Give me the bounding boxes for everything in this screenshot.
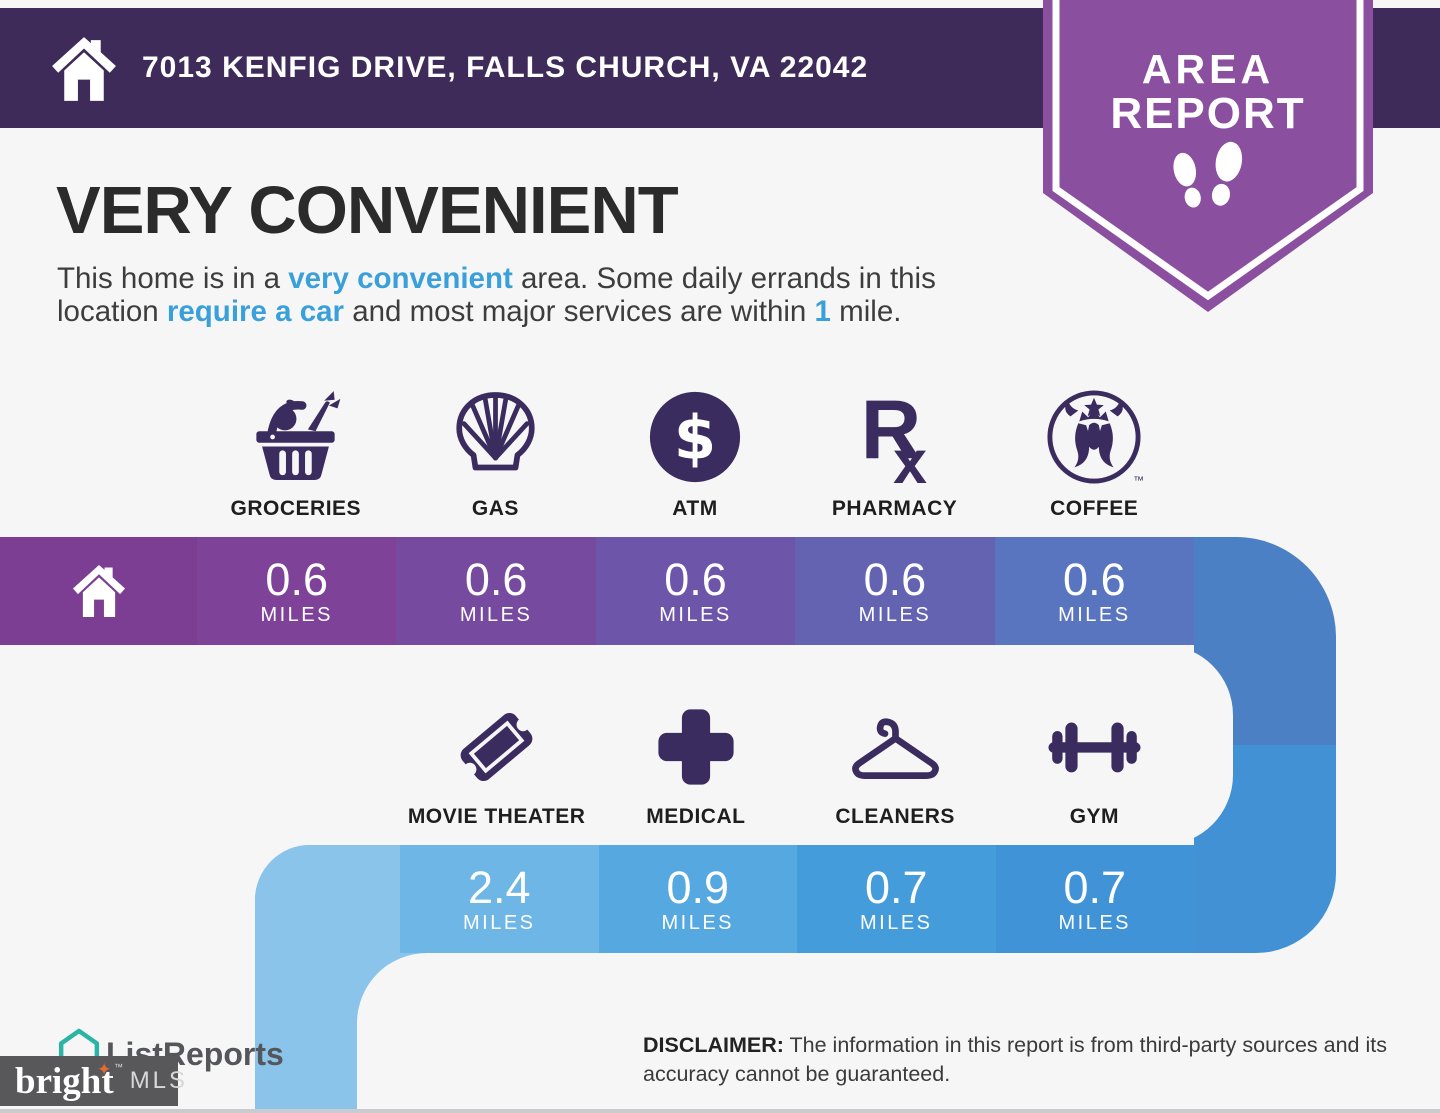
svg-text:$: $ [674, 404, 716, 474]
summary-paragraph: This home is in a very convenient area. … [57, 262, 1047, 328]
category-gym: GYM [995, 700, 1194, 829]
distance-value: 0.6 [1063, 553, 1126, 605]
distance-segment: 0.7 MILES [797, 845, 996, 953]
distance-unit: MILES [260, 603, 333, 626]
mls-label: MLS [129, 1067, 189, 1094]
disclaimer-text: DISCLAIMER: The information in this repo… [643, 1031, 1403, 1089]
badge-title-line2: REPORT [1110, 89, 1305, 138]
svg-text:x: x [893, 428, 927, 486]
page-title: VERY CONVENIENT [56, 173, 679, 248]
distance-unit: MILES [1058, 911, 1132, 934]
property-address: 7013 KENFIG DRIVE, FALLS CHURCH, VA 2204… [142, 51, 869, 84]
distance-value: 0.7 [1063, 861, 1127, 913]
hanger-icon [843, 700, 948, 794]
category-groceries: GROCERIES [196, 386, 396, 521]
category-label: GROCERIES [230, 497, 362, 520]
category-label: PHARMACY [831, 497, 958, 520]
home-icon [46, 30, 122, 108]
summary-text: location [57, 295, 167, 328]
distance-unit: MILES [659, 603, 732, 626]
gas-shell-icon [443, 386, 548, 486]
distance-bar-row-1: 0.6 MILES 0.6 MILES 0.6 MILES 0.6 MILES … [0, 537, 1195, 645]
distance-value: 0.6 [265, 553, 328, 605]
groceries-icon [243, 386, 348, 486]
distance-unit: MILES [858, 603, 932, 626]
summary-accent-car: require a car [166, 295, 344, 328]
category-label: MEDICAL [646, 805, 746, 828]
distance-bar-row-2: 2.4 MILES 0.9 MILES 0.7 MILES 0.7 MILES [255, 845, 1194, 953]
distance-segment: 2.4 MILES [400, 845, 599, 953]
category-medical: MEDICAL [596, 700, 795, 829]
category-label: ATM [672, 497, 718, 520]
movie-ticket-icon [444, 700, 549, 794]
distance-value: 0.7 [864, 861, 928, 913]
distance-value: 0.6 [464, 553, 528, 605]
badge-inner-border [1052, 0, 1364, 301]
path-corner-segment [255, 845, 400, 953]
category-label: GAS [471, 497, 519, 520]
svg-text:R: R [860, 386, 921, 476]
category-atm: $ ATM [595, 386, 795, 521]
distance-segment: 0.6 MILES [197, 537, 397, 645]
listreports-house-icon [54, 1026, 104, 1068]
dumbbell-icon [1042, 700, 1147, 794]
summary-accent-mile: 1 [814, 295, 831, 328]
distance-segment: 0.7 MILES [995, 845, 1194, 953]
category-gas: GAS [396, 386, 596, 521]
distance-unit: MILES [459, 603, 533, 626]
summary-accent-convenient: very convenient [288, 262, 513, 295]
summary-text: mile. [830, 295, 902, 328]
star-icon: ✦ [97, 1060, 112, 1079]
distance-segment: 0.9 MILES [598, 845, 797, 953]
pharmacy-rx-icon: R x [845, 386, 945, 486]
category-movie-theater: MOVIE THEATER [397, 700, 596, 829]
distance-unit: MILES [661, 911, 735, 934]
atm-icon: $ [646, 386, 744, 486]
disclaimer-label: DISCLAIMER: [643, 1033, 784, 1057]
category-pharmacy: R x PHARMACY [795, 386, 995, 521]
distance-value: 0.9 [666, 861, 730, 913]
category-coffee: ™ COFFEE [994, 386, 1194, 521]
summary-text: and most major services are within [344, 295, 815, 328]
distance-unit: MILES [1058, 603, 1131, 626]
home-segment [0, 537, 197, 645]
category-icons-row-2: MOVIE THEATER MEDICAL CLEANERS [397, 700, 1194, 829]
summary-text: This home is in a [57, 262, 289, 295]
coffee-siren-icon: ™ [1044, 386, 1144, 486]
distance-value: 0.6 [863, 553, 927, 605]
medical-cross-icon [649, 700, 743, 794]
category-label: CLEANERS [835, 805, 955, 828]
category-icons-row-1: GROCERIES GAS [196, 386, 1194, 521]
disclaimer-body: The information in this report is from t… [643, 1033, 1387, 1086]
home-icon [68, 560, 130, 622]
distance-segment: 0.6 MILES [994, 537, 1195, 645]
distance-segment: 0.6 MILES [396, 537, 596, 645]
category-label: COFFEE [1050, 497, 1139, 520]
distance-unit: MILES [859, 911, 933, 934]
distance-segment: 0.6 MILES [595, 537, 796, 645]
trademark-symbol: ™ [114, 1062, 123, 1072]
category-label: MOVIE THEATER [407, 805, 586, 828]
summary-text: area. Some daily errands in this [512, 262, 936, 295]
category-label: GYM [1069, 805, 1120, 828]
distance-unit: MILES [462, 911, 536, 934]
bright-mls-watermark: bright ✦ ™ MLS [0, 1056, 185, 1106]
badge-title-line1: AREA [1142, 46, 1274, 92]
distance-value: 0.6 [664, 553, 727, 605]
footprints-icon [1173, 141, 1243, 208]
distance-value: 2.4 [467, 861, 531, 913]
svg-text:™: ™ [1133, 475, 1144, 486]
bright-logo: bright [15, 1060, 114, 1102]
area-report-badge: AREA REPORT [1043, 0, 1373, 312]
category-cleaners: CLEANERS [796, 700, 995, 829]
distance-segment: 0.6 MILES [795, 537, 995, 645]
bottom-border [0, 1109, 1440, 1113]
